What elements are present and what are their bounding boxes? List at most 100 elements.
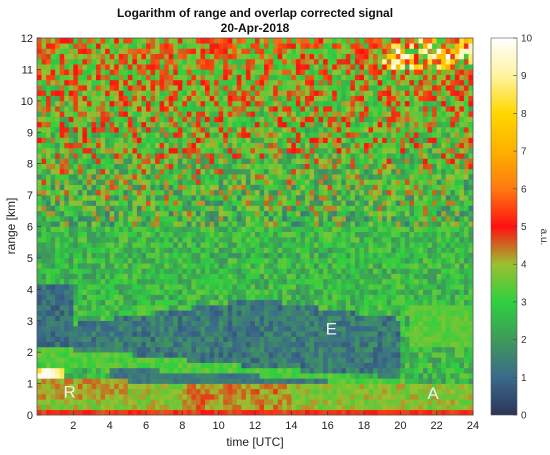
heatmap-cell [118, 236, 124, 243]
heatmap-cell [141, 315, 147, 322]
heatmap-cell [200, 189, 206, 196]
heatmap-cell [264, 216, 269, 222]
heatmap-cell [164, 179, 170, 185]
heatmap-cell [200, 100, 206, 107]
heatmap-cell [37, 362, 42, 369]
heatmap-cell [241, 315, 247, 322]
heatmap-cell [141, 236, 147, 243]
heatmap-cell [96, 336, 101, 342]
heatmap-cell [191, 315, 197, 322]
heatmap-cell [155, 362, 160, 369]
heatmap-cell [214, 69, 219, 75]
heatmap-cell [37, 43, 42, 49]
heatmap-cell [227, 43, 233, 49]
heatmap-cell [291, 357, 297, 363]
heatmap-cell [159, 268, 165, 274]
heatmap-cell [150, 85, 156, 91]
heatmap-cell [41, 273, 47, 280]
heatmap-cell [86, 404, 92, 411]
heatmap-cell [118, 147, 124, 154]
heatmap-cell [46, 346, 51, 353]
heatmap-cell [55, 168, 61, 175]
heatmap-cell [96, 315, 101, 322]
heatmap-cell [100, 116, 106, 123]
heatmap-cell [118, 315, 124, 322]
heatmap-cell [318, 383, 324, 390]
heatmap-cell [168, 284, 174, 290]
heatmap-cell [232, 357, 238, 363]
heatmap-cell [241, 221, 247, 227]
heatmap-cell [150, 336, 156, 342]
heatmap-cell [200, 116, 206, 123]
heatmap-cell [327, 362, 333, 369]
heatmap-cell [245, 362, 251, 369]
heatmap-cell [241, 294, 247, 301]
heatmap-cell [232, 341, 238, 348]
heatmap-cell [109, 310, 115, 316]
heatmap-cell [304, 367, 310, 374]
heatmap-cell [300, 383, 306, 390]
heatmap-cell [304, 305, 310, 311]
heatmap-cell [282, 85, 288, 91]
heatmap-cell [182, 153, 188, 159]
heatmap-cell [46, 289, 51, 295]
heatmap-cell [50, 74, 56, 81]
heatmap-cell [105, 90, 110, 96]
heatmap-cell [186, 43, 192, 49]
heatmap-cell [241, 147, 247, 154]
heatmap-cell [345, 189, 351, 196]
heatmap-cell [227, 74, 233, 81]
heatmap-cell [345, 236, 351, 243]
heatmap-cell [173, 268, 179, 274]
heatmap-cell [50, 48, 56, 55]
heatmap-cell [318, 278, 324, 285]
heatmap-cell [200, 236, 206, 243]
heatmap-cell [146, 346, 151, 353]
heatmap-cell [295, 362, 301, 369]
heatmap-cell [109, 179, 115, 185]
heatmap-cell [96, 341, 101, 348]
heatmap-cell [327, 399, 333, 405]
heatmap-cell [309, 394, 315, 400]
heatmap-cell [168, 404, 174, 411]
heatmap-cell [73, 48, 79, 55]
heatmap-cell [273, 200, 279, 206]
heatmap-cell [255, 341, 260, 348]
heatmap-cell [64, 142, 70, 149]
heatmap-cell [41, 226, 47, 233]
heatmap-cell [46, 106, 51, 112]
heatmap-cell [309, 79, 315, 86]
heatmap-cell [150, 142, 156, 149]
heatmap-cell [46, 383, 51, 390]
heatmap-cell [86, 74, 92, 81]
heatmap-cell [218, 378, 224, 384]
heatmap-cell [146, 268, 151, 274]
heatmap-cell [64, 74, 70, 81]
heatmap-cell [186, 373, 192, 379]
heatmap-cell [177, 200, 183, 206]
heatmap-cell [332, 111, 338, 117]
heatmap-cell [114, 38, 120, 44]
heatmap-cell [245, 247, 251, 253]
heatmap-cell [114, 137, 120, 144]
heatmap-cell [182, 346, 188, 353]
heatmap-cell [259, 268, 265, 274]
heatmap-cell [277, 226, 283, 233]
heatmap-cell [314, 299, 319, 306]
heatmap-cell [186, 399, 192, 405]
heatmap-cell [82, 373, 88, 379]
heatmap-cell [96, 216, 101, 222]
heatmap-cell [250, 273, 256, 280]
heatmap-cell [82, 137, 88, 144]
heatmap-cell [236, 53, 242, 60]
heatmap-cell [86, 263, 92, 269]
heatmap-cell [55, 95, 61, 102]
heatmap-cell [127, 394, 133, 400]
heatmap-cell [132, 299, 138, 306]
heatmap-cell [114, 116, 120, 123]
heatmap-cell [232, 278, 238, 285]
heatmap-cell [82, 168, 88, 175]
heatmap-cell [273, 383, 279, 390]
heatmap-cell [191, 163, 197, 170]
heatmap-cell [82, 205, 88, 212]
